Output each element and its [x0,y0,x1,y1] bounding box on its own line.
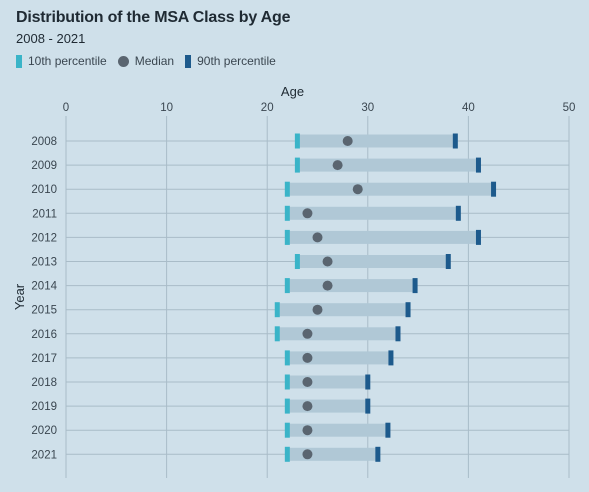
p10-marker [284,205,290,221]
p10-marker [274,302,280,318]
p10-marker [284,446,290,462]
y-tick-label: 2013 [31,257,57,269]
median-marker [302,377,313,387]
y-tick-label: 2010 [31,184,57,196]
p10-marker [284,374,290,390]
x-tick-label: 20 [261,102,274,114]
x-tick-label: 0 [63,102,69,114]
median-marker [302,449,313,460]
p90-marker [365,398,371,414]
y-tick-label: 2012 [31,232,57,244]
p90-marker [365,374,371,390]
p10-marker [284,278,290,294]
median-marker [302,352,313,363]
x-tick-label: 10 [160,102,173,114]
y-tick-label: 2009 [31,160,57,172]
legend-swatch-p90 [185,54,192,68]
p90-marker [395,326,401,342]
median-marker [312,304,323,315]
p90-marker [375,446,381,462]
range-bar [297,134,456,148]
y-axis-title: Year [12,283,27,310]
range-bar [287,230,479,244]
y-tick-label: 2008 [31,136,57,148]
median-marker [342,136,353,146]
chart-title: Distribution of the MSA Class by Age [16,9,291,26]
p10-marker [274,326,280,342]
x-tick-label: 50 [563,102,576,114]
p90-marker [412,278,418,294]
p90-marker [445,254,451,269]
p90-marker [475,229,481,245]
p90-marker [455,205,461,221]
range-bar [297,158,479,172]
y-tick-label: 2011 [32,208,57,220]
p10-marker [294,254,300,269]
legend-label-p10: 10th percentile [28,54,107,68]
p10-marker [284,229,290,245]
legend-swatch-median [117,55,129,67]
median-marker [302,328,313,339]
range-bar [277,303,409,317]
median-marker [322,280,333,291]
chart-subtitle: 2008 - 2021 [16,31,86,46]
p10-marker [294,157,300,173]
x-axis-title: Age [281,84,304,99]
y-tick-label: 2017 [31,353,57,365]
median-marker [302,425,313,436]
range-bar [287,351,391,365]
range-bar [297,255,449,268]
y-tick-label: 2014 [31,281,57,293]
p90-marker [475,157,481,173]
legend-swatch-p10 [16,54,22,68]
legend: 10th percentile Median 90th percentile [16,54,287,68]
x-tick-label: 40 [462,102,475,114]
range-bar [287,399,368,413]
legend-label-median: Median [134,54,175,68]
range-bar [277,327,398,341]
median-marker [302,208,313,219]
p10-marker [284,181,290,197]
p10-marker [284,350,290,366]
range-bar [287,423,388,437]
y-tick-label: 2020 [31,425,57,437]
range-bar [287,447,378,461]
x-tick-label: 30 [361,102,374,114]
p90-marker [388,350,394,366]
y-tick-label: 2015 [31,305,57,317]
p90-marker [405,302,411,318]
range-bar [287,279,416,293]
median-marker [332,160,343,171]
legend-item-p10: 10th percentile [16,54,107,68]
legend-label-p90: 90th percentile [197,54,276,68]
median-marker [302,401,313,412]
median-marker [352,184,363,195]
legend-item-median: Median [117,54,175,68]
p90-marker [452,133,458,149]
p10-marker [284,398,290,414]
median-marker [312,232,323,243]
legend-item-p90: 90th percentile [185,54,276,68]
p90-marker [385,422,391,438]
p10-marker [284,422,290,438]
y-tick-label: 2018 [31,377,57,389]
y-tick-label: 2019 [31,401,57,413]
range-bar [287,375,368,389]
median-marker [322,256,333,267]
y-tick-label: 2021 [31,449,57,461]
range-bar [287,206,459,220]
range-bar [287,182,494,196]
p10-marker [294,133,300,149]
p90-marker [491,181,497,197]
y-tick-label: 2016 [31,329,57,341]
